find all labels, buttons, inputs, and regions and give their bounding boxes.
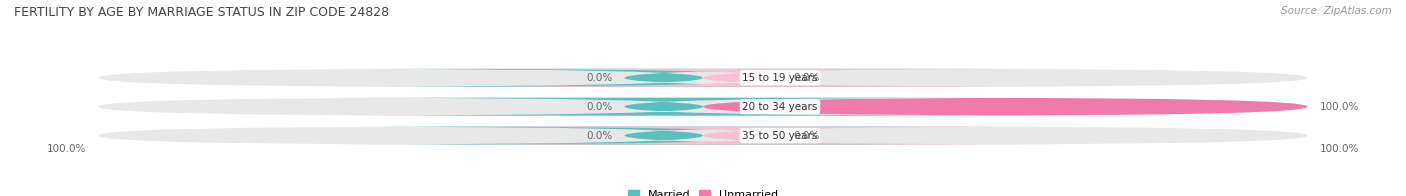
- Text: Source: ZipAtlas.com: Source: ZipAtlas.com: [1281, 6, 1392, 16]
- FancyBboxPatch shape: [98, 127, 1308, 144]
- Text: 0.0%: 0.0%: [586, 73, 613, 83]
- Text: 20 to 34 years: 20 to 34 years: [742, 102, 818, 112]
- Text: 0.0%: 0.0%: [793, 131, 820, 141]
- FancyBboxPatch shape: [328, 69, 1000, 87]
- Text: 15 to 19 years: 15 to 19 years: [742, 73, 818, 83]
- Text: 0.0%: 0.0%: [586, 102, 613, 112]
- FancyBboxPatch shape: [406, 127, 1078, 144]
- FancyBboxPatch shape: [328, 98, 1000, 116]
- Text: FERTILITY BY AGE BY MARRIAGE STATUS IN ZIP CODE 24828: FERTILITY BY AGE BY MARRIAGE STATUS IN Z…: [14, 6, 389, 19]
- FancyBboxPatch shape: [98, 69, 1308, 87]
- FancyBboxPatch shape: [328, 127, 1000, 144]
- Text: 0.0%: 0.0%: [793, 73, 820, 83]
- FancyBboxPatch shape: [703, 98, 1308, 116]
- Text: 100.0%: 100.0%: [1320, 102, 1360, 112]
- Text: 35 to 50 years: 35 to 50 years: [742, 131, 818, 141]
- FancyBboxPatch shape: [98, 98, 1308, 116]
- FancyBboxPatch shape: [406, 69, 1078, 87]
- Text: 100.0%: 100.0%: [1320, 143, 1360, 153]
- Legend: Married, Unmarried: Married, Unmarried: [623, 185, 783, 196]
- Text: 100.0%: 100.0%: [46, 143, 86, 153]
- Text: 0.0%: 0.0%: [586, 131, 613, 141]
